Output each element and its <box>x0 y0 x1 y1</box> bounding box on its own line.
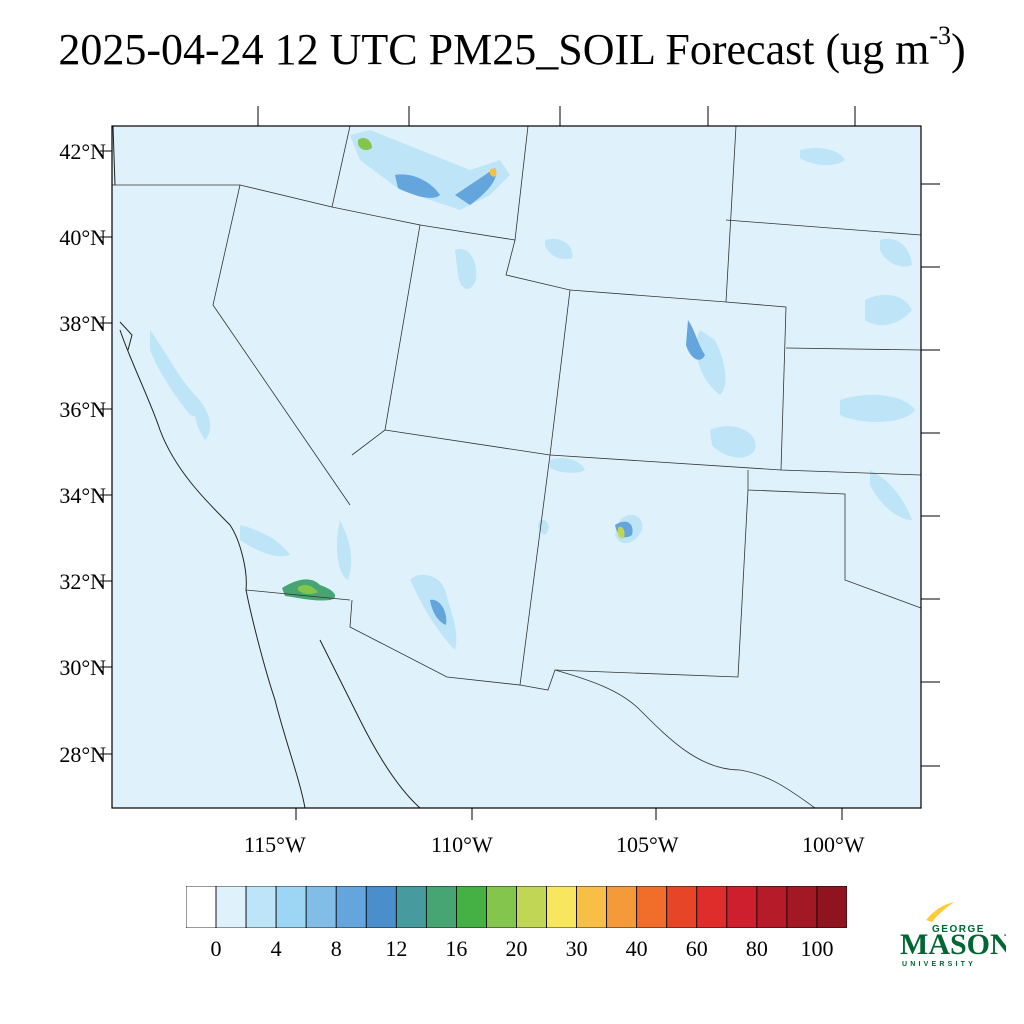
colorbar-swatch <box>546 886 577 928</box>
colorbar-label: 0 <box>210 936 222 961</box>
colorbar-swatch <box>636 886 668 928</box>
lat-label: 34°N <box>59 483 106 508</box>
high-concentration-hotspots <box>282 137 625 601</box>
lat-label: 38°N <box>59 311 106 336</box>
lat-label: 32°N <box>59 569 106 594</box>
logo-george: GEORGE <box>932 924 985 935</box>
lat-label: 36°N <box>59 397 106 422</box>
map-plot-area <box>112 126 921 808</box>
lat-label: 40°N <box>59 225 106 250</box>
colorbar-label: 100 <box>800 936 834 961</box>
colorbar-swatch <box>576 886 608 928</box>
colorbar-label: 8 <box>330 936 342 961</box>
colorbar-swatch <box>456 886 487 928</box>
map-frame <box>111 125 922 809</box>
colorbar-swatch <box>696 886 728 928</box>
colorbar-label: 12 <box>385 936 408 961</box>
colorbar-swatch <box>756 886 788 928</box>
colorbar-swatch <box>215 886 247 928</box>
hotspot-idaho-east <box>489 168 497 177</box>
low-concentration-areas <box>150 130 915 650</box>
colorbar-label: 16 <box>445 936 468 961</box>
colorbar-swatch <box>786 886 818 928</box>
colorbar-label: 40 <box>625 936 648 961</box>
map-title: 2025-04-24 12 UTC PM25_SOIL Forecast (ug… <box>0 23 1024 74</box>
tick-marks <box>100 106 940 820</box>
colorbar-swatch <box>516 886 547 928</box>
colorbar <box>186 886 847 928</box>
colorbar-swatch <box>395 886 427 928</box>
rio-grande <box>554 669 816 809</box>
logo-university: UNIVERSITY <box>902 961 976 968</box>
george-mason-logo: GEORGE MASON UNIVERSITY <box>900 902 1006 968</box>
hotspot-idaho <box>358 137 372 151</box>
colorbar-swatch <box>245 886 277 928</box>
title-suffix: ) <box>951 25 966 74</box>
colorbar-swatch <box>606 886 638 928</box>
lon-label: 115°W <box>244 832 306 857</box>
colorbar-label: 60 <box>685 936 708 961</box>
colorbar-swatch <box>816 886 847 928</box>
colorbar-swatch <box>486 886 517 928</box>
colorbar-swatch <box>186 886 217 928</box>
moderate-concentration-areas <box>395 168 705 625</box>
lon-label: 105°W <box>616 832 679 857</box>
title-unit-exponent: -3 <box>929 21 951 50</box>
colorbar-label: 4 <box>270 936 282 961</box>
lat-label: 30°N <box>59 655 106 680</box>
colorbar-swatch <box>335 886 367 928</box>
colorbar-swatch <box>305 886 337 928</box>
lat-label: 42°N <box>59 139 106 164</box>
lon-label: 100°W <box>802 832 865 857</box>
hotspot-new-mexico <box>617 526 625 539</box>
hotspot-yuma-core <box>298 584 318 595</box>
colorbar-swatch <box>726 886 758 928</box>
colorbar-swatch <box>425 886 457 928</box>
lat-label: 28°N <box>59 742 106 767</box>
colorbar-swatch <box>666 886 698 928</box>
colorbar-label: 80 <box>745 936 768 961</box>
logo-mason: MASON <box>900 928 1006 961</box>
colorbar-label: 20 <box>505 936 528 961</box>
coastlines <box>112 125 421 809</box>
logo-flame <box>926 902 954 922</box>
title-text: 2025-04-24 12 UTC PM25_SOIL Forecast (ug… <box>58 25 930 74</box>
colorbar-label: 30 <box>565 936 588 961</box>
lon-label: 110°W <box>431 832 493 857</box>
colorbar-swatch <box>365 886 397 928</box>
colorbar-swatch <box>275 886 307 928</box>
